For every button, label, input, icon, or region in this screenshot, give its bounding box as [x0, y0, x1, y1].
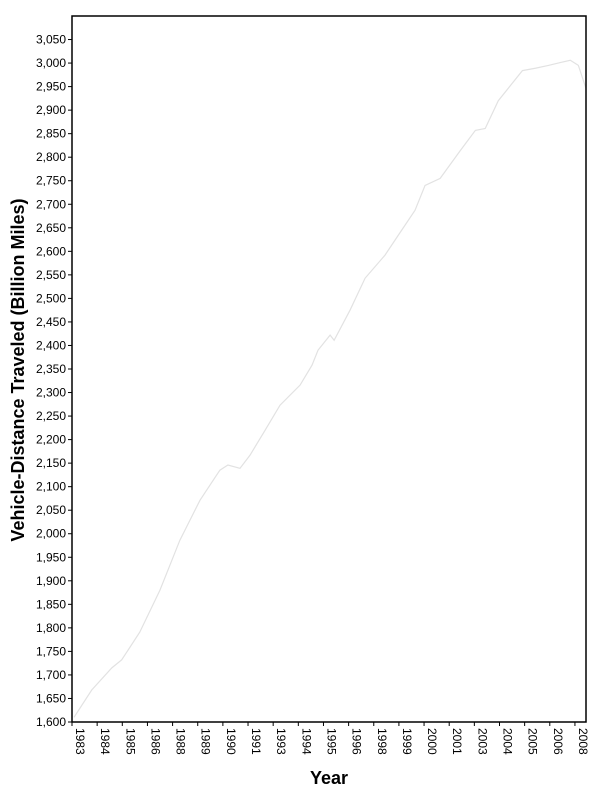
x-tick-label: 1984: [98, 728, 112, 755]
y-tick-label: 2,950: [36, 80, 66, 94]
y-tick-label: 2,450: [36, 315, 66, 329]
y-tick-label: 2,500: [36, 291, 66, 305]
y-tick-label: 2,350: [36, 362, 66, 376]
y-tick-label: 1,650: [36, 691, 66, 705]
y-tick-label: 2,250: [36, 409, 66, 423]
y-tick-label: 2,700: [36, 197, 66, 211]
x-tick-label: 1993: [274, 728, 288, 755]
y-axis-title: Vehicle-Distance Traveled (Billion Miles…: [8, 198, 28, 541]
y-tick-label: 1,800: [36, 621, 66, 635]
x-tick-label: 1998: [375, 728, 389, 755]
y-tick-label: 2,750: [36, 174, 66, 188]
x-tick-label: 1996: [350, 728, 364, 755]
plot-frame: [71, 15, 587, 723]
x-tick-label: 2000: [425, 728, 439, 755]
x-tick-label: 2001: [450, 728, 464, 755]
y-tick-label: 2,000: [36, 527, 66, 541]
x-tick-label: 1990: [224, 728, 238, 755]
data-line: [73, 59, 587, 718]
y-tick-label: 1,900: [36, 574, 66, 588]
x-tick-label: 1989: [199, 728, 213, 755]
x-tick-label: 2008: [576, 728, 590, 755]
x-tick-label: 1995: [324, 728, 338, 755]
y-tick-label: 3,050: [36, 33, 66, 47]
y-tick-label: 2,300: [36, 386, 66, 400]
x-axis-title: Year: [310, 768, 348, 788]
y-tick-label: 2,550: [36, 268, 66, 282]
y-tick-label: 1,750: [36, 644, 66, 658]
y-tick-label: 2,200: [36, 433, 66, 447]
y-tick-label: 2,800: [36, 150, 66, 164]
x-tick-label: 1988: [174, 728, 188, 755]
y-tick-label: 2,100: [36, 480, 66, 494]
y-tick-label: 2,650: [36, 221, 66, 235]
x-tick-label: 2006: [551, 728, 565, 755]
y-tick-label: 3,000: [36, 56, 66, 70]
x-tick-label: 1986: [148, 728, 162, 755]
x-tick-label: 2003: [475, 728, 489, 755]
x-tick-label: 2005: [526, 728, 540, 755]
y-tick-label: 1,850: [36, 597, 66, 611]
x-tick-label: 2004: [500, 728, 514, 755]
y-tick-label: 2,400: [36, 338, 66, 352]
x-tick-label: 1983: [73, 728, 87, 755]
y-tick-label: 2,050: [36, 503, 66, 517]
y-tick-label: 2,900: [36, 103, 66, 117]
x-tick-label: 1991: [249, 728, 263, 755]
y-tick-label: 2,150: [36, 456, 66, 470]
x-tick-label: 1994: [299, 728, 313, 755]
y-tick-label: 2,600: [36, 244, 66, 258]
y-tick-label: 1,700: [36, 668, 66, 682]
y-tick-label: 1,600: [36, 715, 66, 729]
x-tick-label: 1999: [400, 728, 414, 755]
y-tick-label: 2,850: [36, 127, 66, 141]
x-tick-label: 1985: [123, 728, 137, 755]
y-tick-label: 1,950: [36, 550, 66, 564]
